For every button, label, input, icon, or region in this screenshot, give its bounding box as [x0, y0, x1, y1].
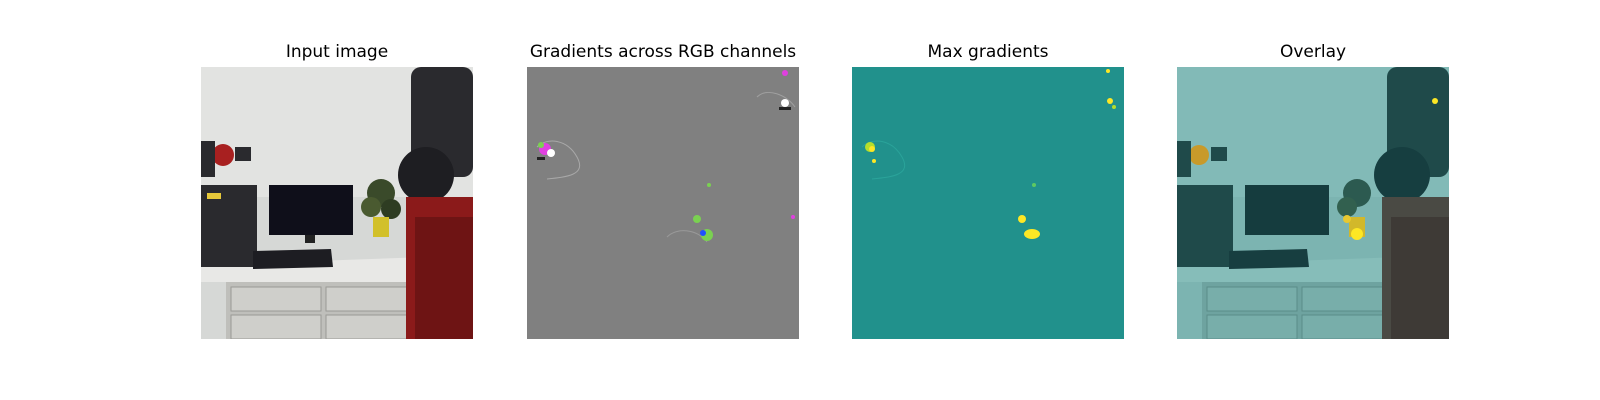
overlay-image: [1177, 67, 1449, 339]
max-gradient-map: [852, 67, 1124, 339]
input-image-scene: [201, 67, 473, 339]
panel-gradients-rgb: Gradients across RGB channels: [527, 0, 799, 400]
gradient-map: [527, 67, 799, 339]
max-gradients-image: [852, 67, 1124, 339]
panel-title-input-image: Input image: [285, 42, 389, 62]
panel-max-gradients: Max gradients: [852, 0, 1124, 400]
panel-title-overlay: Overlay: [1279, 42, 1347, 62]
panel-title-gradients-rgb: Gradients across RGB channels: [529, 42, 797, 62]
panel-title-max-gradients: Max gradients: [927, 42, 1049, 62]
panel-input-image: Input image: [201, 0, 473, 400]
gradients-rgb-image: [527, 67, 799, 339]
input-image: [201, 67, 473, 339]
overlay-map: [1177, 67, 1449, 339]
panel-overlay: Overlay: [1177, 0, 1449, 400]
